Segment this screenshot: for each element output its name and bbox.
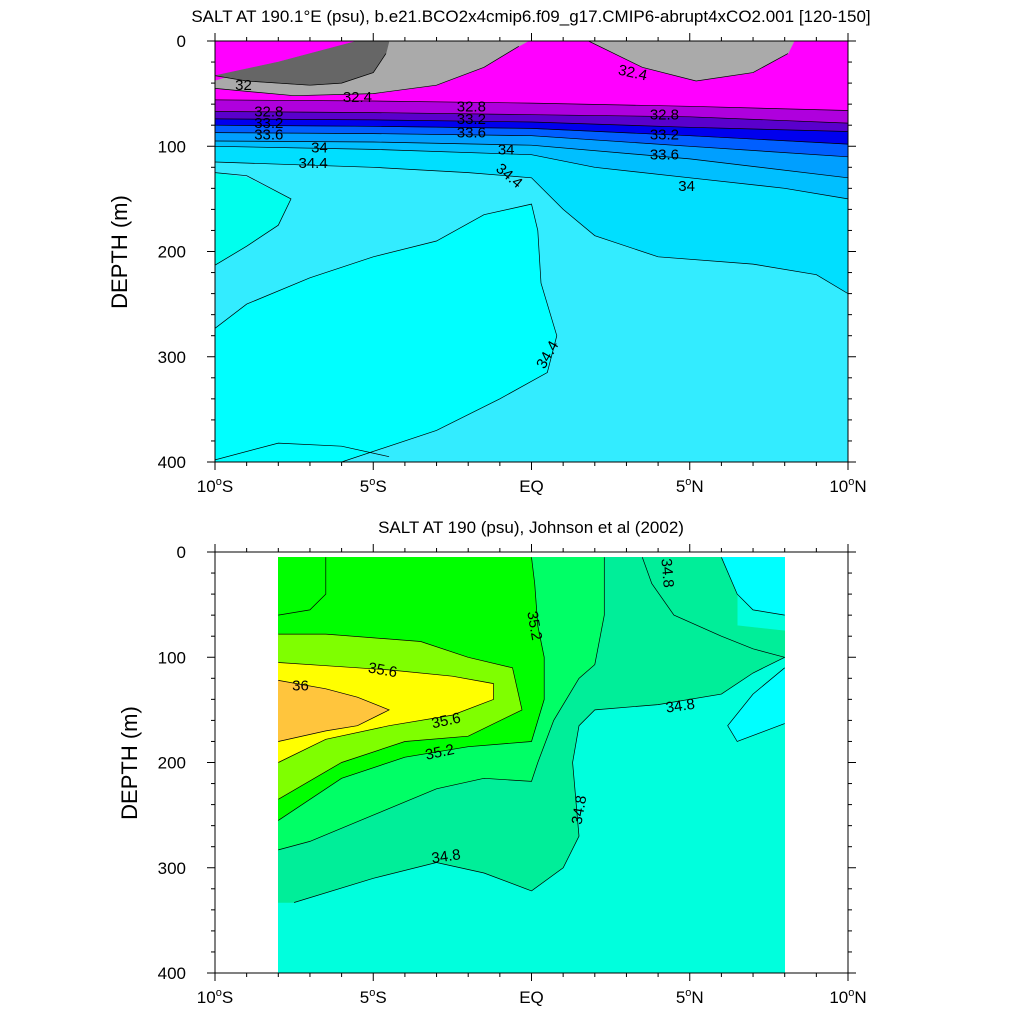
x-tick-label: EQ bbox=[519, 988, 544, 1007]
y-axis-label: DEPTH (m) bbox=[117, 706, 142, 820]
contour-label: 32.8 bbox=[650, 107, 679, 124]
y-tick-label: 100 bbox=[158, 648, 186, 667]
panel-bottom: SALT AT 190 (psu), Johnson et al (2002) … bbox=[117, 518, 867, 1007]
chart-title: SALT AT 190.1°E (psu), b.e21.BCO2x4cmip6… bbox=[191, 7, 870, 26]
x-tick-label: 10oS bbox=[197, 987, 233, 1007]
contour-line bbox=[278, 662, 494, 763]
contour-line bbox=[215, 132, 848, 158]
contour-label: 33.6 bbox=[254, 127, 283, 144]
contour-field: 3232.432.432.833.233.632.833.233.632.833… bbox=[215, 41, 848, 462]
x-tick-label: 10oN bbox=[829, 476, 866, 496]
contour-line bbox=[215, 111, 848, 124]
contour-line bbox=[727, 667, 785, 742]
y-tick-label: 100 bbox=[158, 137, 186, 156]
contour-line bbox=[588, 41, 789, 82]
contour-label: 32.8 bbox=[254, 104, 283, 121]
y-tick-label: 200 bbox=[158, 754, 186, 773]
x-tick-label: 5oN bbox=[676, 987, 704, 1007]
contour-field: 36 35.6 35.6 35.2 35.2 34.8 34.8 34.8 34.8 bbox=[277, 556, 786, 973]
contour-line bbox=[721, 557, 785, 616]
x-tick-label: 5oS bbox=[360, 987, 387, 1007]
contour-line bbox=[293, 656, 785, 903]
contour-label: 34.4 bbox=[299, 155, 328, 172]
contour-line bbox=[215, 124, 848, 145]
plot-area: 36 35.6 35.6 35.2 35.2 34.8 34.8 34.8 34.8 10oS 5o… bbox=[158, 543, 867, 1007]
contour-line bbox=[215, 442, 390, 461]
contour-label: 32.8 bbox=[457, 98, 486, 115]
contour-line bbox=[278, 680, 390, 742]
y-tick-label: 400 bbox=[158, 453, 186, 472]
contour-label: 32.4 bbox=[343, 89, 372, 106]
plot-area: 3232.432.432.833.233.632.833.233.632.833… bbox=[158, 32, 867, 496]
contour-line bbox=[215, 145, 848, 200]
y-tick-label: 300 bbox=[158, 348, 186, 367]
y-tick-label: 400 bbox=[158, 964, 186, 983]
contour-line bbox=[215, 172, 292, 266]
contour-line bbox=[278, 557, 605, 851]
contour-label: 34.8 bbox=[657, 558, 676, 589]
y-tick-label: 0 bbox=[177, 32, 186, 51]
contour-label: 33.2 bbox=[457, 111, 486, 128]
contour-line bbox=[215, 99, 848, 111]
y-tick-label: 0 bbox=[177, 543, 186, 562]
contour-line bbox=[215, 203, 558, 462]
contour-label: 35.6 bbox=[367, 659, 399, 681]
contour-line bbox=[278, 557, 545, 821]
contour-label: 34.8 bbox=[569, 794, 591, 826]
contour-label: 35.2 bbox=[523, 610, 545, 642]
x-tick-label: 10oN bbox=[829, 987, 866, 1007]
contour-line bbox=[641, 557, 785, 658]
contour-line bbox=[278, 557, 327, 616]
contour-label: 33.6 bbox=[457, 125, 486, 142]
contour-label: 34.8 bbox=[430, 846, 461, 867]
contour-line bbox=[215, 46, 519, 97]
y-tick-label: 300 bbox=[158, 859, 186, 878]
contour-label: 34 bbox=[498, 141, 515, 158]
y-tick-label: 200 bbox=[158, 243, 186, 262]
x-tick-label: 10oS bbox=[197, 476, 233, 496]
contour-label: 34 bbox=[678, 178, 695, 195]
chart-title: SALT AT 190 (psu), Johnson et al (2002) bbox=[378, 518, 684, 537]
contour-label: 33.2 bbox=[650, 127, 679, 144]
contour-line bbox=[215, 53, 387, 86]
contour-label: 32.4 bbox=[617, 62, 649, 85]
contour-label: 36 bbox=[292, 678, 309, 695]
contour-label: 35.2 bbox=[424, 741, 456, 764]
x-tick-label: 5oS bbox=[360, 476, 387, 496]
contour-line bbox=[278, 633, 523, 800]
contour-label: 32 bbox=[235, 77, 252, 94]
contour-label: 34 bbox=[311, 139, 328, 156]
panel-top: SALT AT 190.1°E (psu), b.e21.BCO2x4cmip6… bbox=[107, 7, 871, 496]
x-tick-label: EQ bbox=[519, 477, 544, 496]
contour-label: 33.2 bbox=[254, 115, 283, 132]
contour-label: 34.8 bbox=[665, 696, 696, 717]
contour-label: 33.6 bbox=[650, 147, 679, 164]
contour-line bbox=[215, 161, 848, 294]
y-axis-label: DEPTH (m) bbox=[107, 195, 132, 309]
x-tick-label: 5oN bbox=[676, 476, 704, 496]
contour-line bbox=[215, 140, 848, 179]
contour-line bbox=[215, 118, 848, 132]
contour-label: 35.6 bbox=[430, 710, 462, 733]
